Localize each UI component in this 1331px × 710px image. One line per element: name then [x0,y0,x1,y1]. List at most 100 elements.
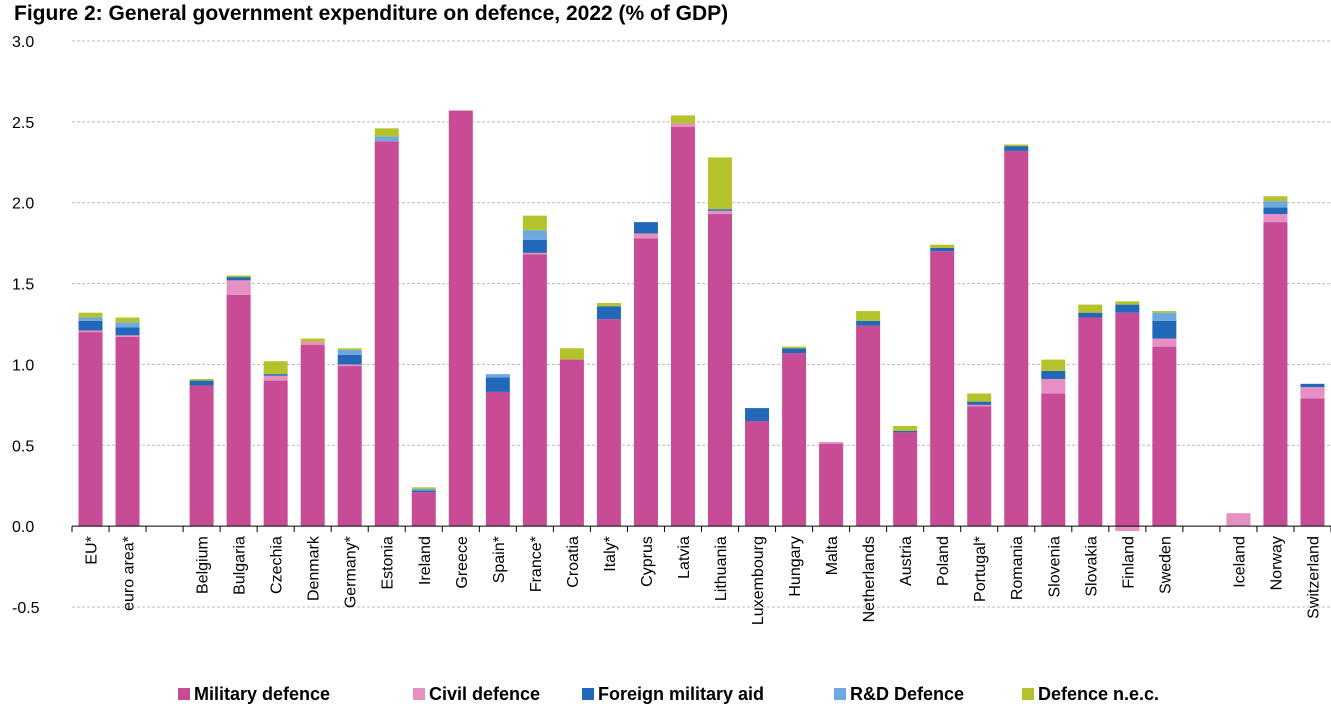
bar-segment [856,325,881,527]
bar-segment [337,364,362,367]
bar-segment [411,492,436,527]
bar-segment [485,374,510,378]
bar-segment [708,214,733,527]
bar-segment [1263,214,1288,223]
bar-segment [1152,338,1177,347]
bar-segment [189,380,214,386]
bar-segment [263,374,288,376]
bar-segment [1115,301,1140,305]
bar-segment [559,348,584,360]
y-axis-ticks: 3.0 2.5 2.0 1.5 1.0 0.5 0.0 -0.5 [12,34,40,617]
bar-segment [115,317,140,323]
x-tick-label: EU* [84,536,101,564]
y-tick-label: -0.5 [12,600,40,617]
x-tick-label: Czechia [269,536,286,594]
bar-segment [1078,312,1103,318]
bar-segment [522,239,547,253]
legend-item: Military defence [178,684,330,704]
bar-layer [78,110,1325,531]
y-tick-label: 1.5 [12,277,34,294]
x-tick-label: Sweden [1157,536,1174,594]
bar-segment [300,341,325,346]
bar-segment [856,311,881,321]
bar-segment [522,215,547,231]
legend-swatch [834,688,846,700]
bar-segment [633,238,658,527]
bar-segment [337,349,362,355]
bar-segment [337,354,362,365]
legend-item: Foreign military aid [582,684,764,704]
x-tick-label: Latvia [676,536,693,579]
bar-segment [633,233,658,239]
x-tick-label: Slovenia [1046,536,1063,597]
x-tick-label: Cyprus [639,536,656,587]
bar-segment [300,345,325,527]
x-tick-label: Poland [935,536,952,586]
bar-segment [1300,387,1325,399]
bar-segment [115,335,140,337]
bar-segment [596,302,621,307]
bar-segment [819,443,844,527]
bar-segment [745,421,770,527]
x-tick-label: Norway [1268,536,1285,590]
x-tick-label: Ireland [417,536,434,585]
x-tick-label: Switzerland [1305,536,1322,619]
bar-segment [930,251,955,527]
x-tick-label: euro area* [121,536,138,611]
bar-segment [708,157,733,210]
bar-segment [782,353,807,527]
bar-segment [78,317,103,321]
legend: Military defence Civil defence Foreign mil… [178,684,1159,704]
bar-segment [930,247,955,252]
bar-segment [708,210,733,215]
bar-segment [226,277,251,281]
bar-segment [967,404,992,407]
y-tick-label: 2.0 [12,196,34,213]
grid-layer [72,40,1331,608]
bar-segment [411,490,436,493]
bar-segment [1263,222,1288,527]
bar-segment [1004,150,1029,527]
bar-segment [1078,317,1103,527]
bar-segment [1263,207,1288,215]
bar-segment [1115,526,1140,531]
x-tick-label: Bulgaria [232,536,249,595]
bar-segment [1041,370,1066,379]
bar-segment [189,385,214,527]
bar-segment [226,275,251,278]
bar-segment [1152,320,1177,339]
bar-segment [78,332,103,527]
bar-segment [115,327,140,336]
bar-segment [967,406,992,527]
x-axis-labels: EU* euro area* Belgium Bulgaria Czechia Denma… [84,535,1323,625]
x-tick-label: Italy* [602,536,619,572]
x-tick-label: Croatia [565,536,582,588]
bar-segment [115,336,140,527]
x-tick-label: Malta [824,536,841,575]
chart-title: Figure 2: General government expenditure… [14,2,728,25]
legend-item: Civil defence [413,684,540,704]
y-tick-label: 0.0 [12,519,34,536]
bar-segment [782,348,807,354]
bar-segment [670,115,695,124]
bar-segment [856,320,881,326]
bar-segment [745,408,770,422]
x-tick-label: France* [528,536,545,592]
bar-segment [1300,398,1325,527]
legend-swatch [178,688,190,700]
bar-segment [893,425,918,431]
bar-segment [1041,378,1066,394]
legend-item: R&D Defence [834,684,964,704]
bar-segment [559,359,584,527]
bar-segment [1300,383,1325,388]
y-tick-label: 2.5 [12,115,34,132]
bar-segment [78,330,103,333]
x-tick-label: Austria [898,536,915,586]
legend-label: Military defence [194,684,330,704]
bar-segment [1041,359,1066,371]
x-tick-label: Lithuania [713,536,730,601]
bar-segment [522,252,547,255]
bar-segment [930,244,955,248]
bar-segment [226,294,251,527]
bar-segment [1078,304,1103,313]
